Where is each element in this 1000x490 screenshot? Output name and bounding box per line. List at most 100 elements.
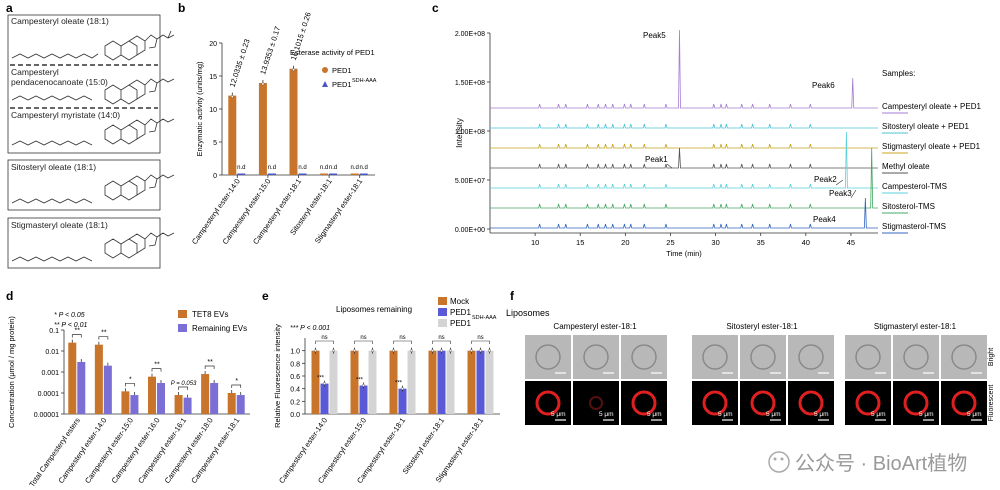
- significance-label: P = 0.053: [171, 381, 197, 387]
- structure-box-sitosteryl: [7, 159, 161, 211]
- ns-label: ns: [399, 335, 405, 341]
- legend-label: Campesteryl oleate + PED1: [882, 102, 981, 111]
- x-tick-label: Sitosteryl ester-18:1: [401, 416, 447, 476]
- y-tick-label: 1.0: [290, 349, 300, 356]
- chromatogram-trace: [490, 131, 878, 189]
- panel-a-label: a: [6, 1, 13, 15]
- wechat-icon-eye: [773, 457, 777, 461]
- bar: [437, 350, 446, 414]
- bar: [227, 393, 236, 414]
- fatty-acid-chain-icon: [11, 95, 93, 101]
- significance-bracket: [125, 382, 135, 387]
- wechat-icon-eye: [780, 457, 784, 461]
- stars-label: ***: [395, 381, 403, 387]
- chromatogram-trace: [490, 29, 878, 109]
- nd-label: n.d: [351, 165, 359, 171]
- microscopy-grid: Campesteryl ester-18:1 5 μm 5 μm 5 μm Sitost…: [525, 322, 995, 425]
- nd-label: n.d: [298, 165, 306, 171]
- fatty-acid-chain-icon: [11, 140, 93, 146]
- bar: [258, 82, 267, 175]
- scale-label: 5 μm: [871, 411, 886, 418]
- legend-swatch: [438, 297, 447, 305]
- structure-label: Campesteryl: [11, 67, 59, 77]
- chromatogram-trace: [490, 197, 878, 229]
- bar: [103, 365, 112, 414]
- row-label: Bright: [988, 348, 995, 366]
- data-point: [449, 349, 452, 353]
- x-tick-label: 10: [531, 238, 539, 247]
- bright-field-image: [525, 335, 571, 379]
- chart-d: 0.1 0.01 0.001 0.0001 0.00001 Concentration (…: [7, 310, 250, 489]
- y-tick-label: 0.0001: [38, 391, 60, 398]
- legend-label: Stigmasteryl oleate + PED1: [882, 142, 981, 151]
- bright-field-image: [621, 335, 667, 379]
- watermark: 公众号 · BioArt植物: [768, 451, 967, 475]
- significance-bracket: [151, 368, 162, 372]
- sterol-ring-icon: [104, 78, 175, 105]
- x-tick-label: 25: [666, 238, 674, 247]
- legend-label: PED1: [332, 80, 352, 89]
- panel-f-label: f: [510, 289, 515, 303]
- legend-label: Mock: [450, 297, 470, 306]
- significance-bracket: [204, 365, 215, 370]
- bar: [485, 350, 494, 414]
- vesicle-fluorescence: [702, 390, 728, 416]
- stars-label: ***: [317, 376, 325, 382]
- row-label: Fluorescent: [988, 385, 995, 422]
- bar: [68, 342, 77, 414]
- nd-label: n.d: [237, 165, 245, 171]
- significance-bracket: [178, 386, 188, 391]
- fatty-acid-chain-icon: [11, 53, 99, 59]
- y-axis-label: Relative Fluorescence intensity: [273, 324, 282, 428]
- data-point: [353, 349, 356, 353]
- legend-label: Sitosterol-TMS: [882, 202, 935, 211]
- chromatogram-trace: [490, 143, 878, 149]
- bar: [350, 350, 359, 414]
- vesicle-outline: [583, 344, 609, 370]
- bar: [311, 350, 320, 414]
- significance-label: *: [129, 376, 132, 383]
- fatty-acid-chain-icon: [11, 198, 93, 204]
- chart-e: 0.0 0.2 0.4 0.6 0.8 1.0 Relative Fluorescence …: [273, 297, 500, 485]
- ns-label: ns: [438, 335, 444, 341]
- sterol-ring-icon: [104, 118, 175, 145]
- fluorescence-image: [621, 381, 667, 425]
- data-point: [401, 387, 404, 391]
- x-tick-label: Campesteryl ester-16:1: [136, 416, 188, 485]
- data-point: [470, 349, 473, 353]
- fluorescence-image: [525, 381, 571, 425]
- y-tick-label: 0.4: [290, 387, 300, 394]
- scale-label: 5 μm: [551, 411, 566, 418]
- chart-c: 0.00E+00 5.00E+07 1.00E+08 1.50E+08 2.00E+08…: [455, 29, 981, 258]
- y-tick-label: 0: [213, 173, 217, 180]
- panel-a-structures: [7, 14, 175, 269]
- legend-label: Sitosteryl oleate + PED1: [882, 122, 969, 131]
- y-tick-label: 0.0: [290, 412, 300, 419]
- vesicle-outline: [951, 344, 977, 370]
- x-tick-label: 35: [757, 238, 765, 247]
- y-axis-label: Intensity: [455, 118, 464, 148]
- bar: [467, 350, 476, 414]
- group-label: Campesteryl ester-18:1: [553, 322, 637, 331]
- ns-label: ns: [360, 335, 366, 341]
- structure-box-stigmasteryl: [7, 217, 161, 269]
- significance-bracket: [471, 340, 490, 344]
- vesicle-fluorescence: [855, 390, 881, 416]
- vesicle-outline: [903, 344, 929, 370]
- nd-label: n.d: [360, 165, 368, 171]
- vesicle-fluorescence: [951, 390, 977, 416]
- y-tick-label: 10: [209, 107, 217, 114]
- legend-marker: [322, 67, 328, 73]
- y-tick-label: 15: [209, 74, 217, 81]
- bar: [476, 350, 485, 414]
- bar: [77, 361, 86, 414]
- peak-label: Peak4: [813, 215, 836, 224]
- chart-title: Esterase activity of PED1: [290, 48, 375, 57]
- y-tick-label: 0.6: [290, 374, 300, 381]
- x-axis-label: Time (min): [666, 249, 702, 258]
- fluorescence-image: [893, 381, 939, 425]
- scale-label: 5 μm: [919, 411, 934, 418]
- y-axis-label: Enzymatic activity (units/mg): [195, 61, 204, 157]
- chart-b: 0 5 10 15 20 Enzymatic activity (units/mg) Est…: [190, 11, 377, 246]
